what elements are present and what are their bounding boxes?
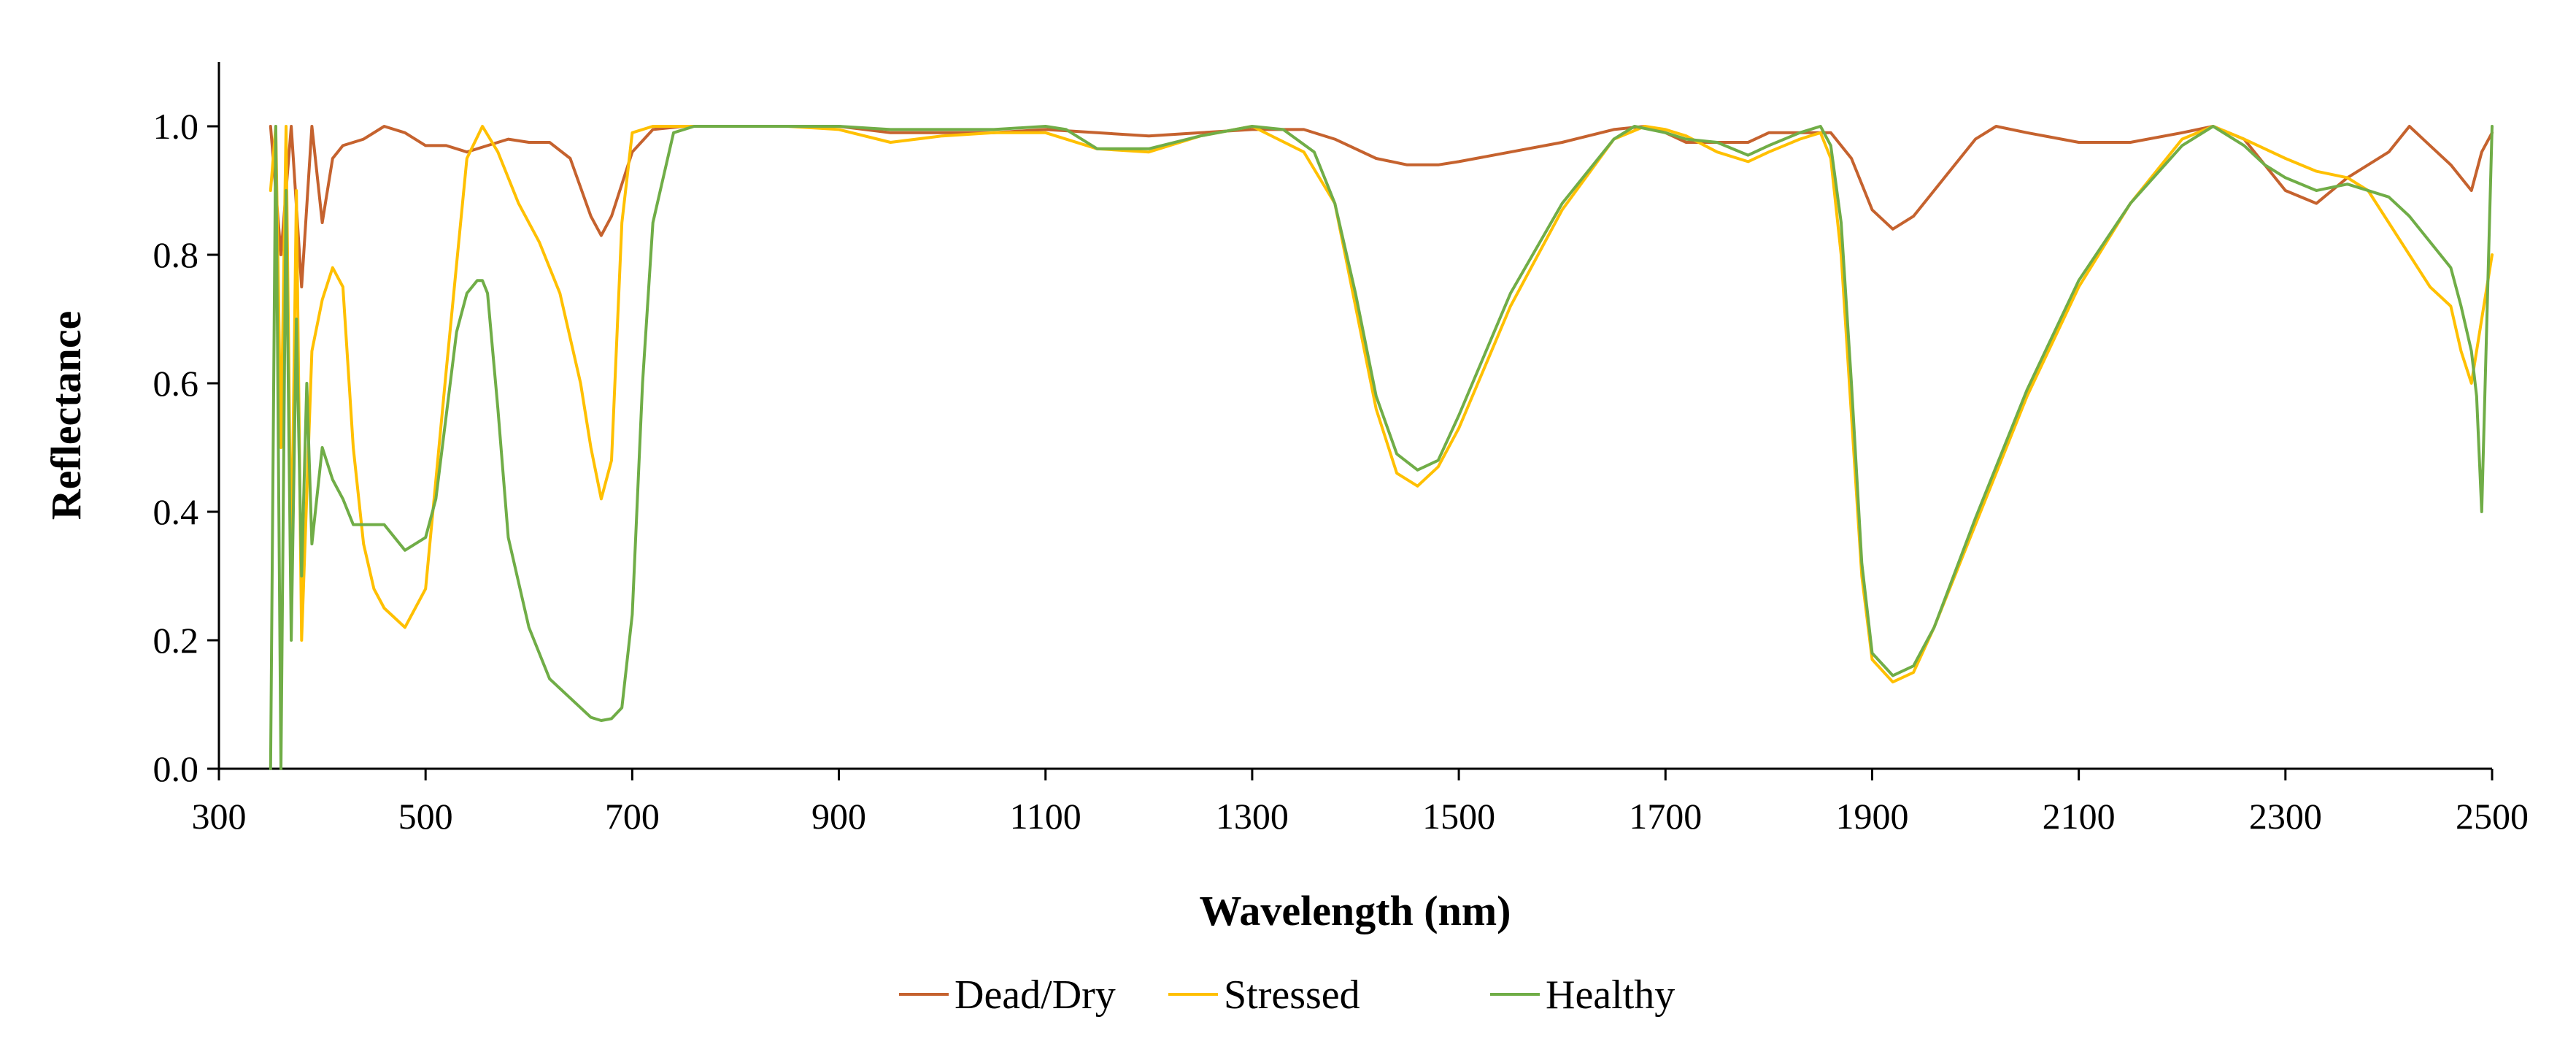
x-tick-label: 900	[811, 796, 866, 837]
y-tick-label: 0.4	[153, 491, 199, 532]
x-tick-label: 2500	[2456, 796, 2529, 837]
series-lines	[269, 125, 2494, 770]
legend-label: Dead/Dry	[955, 972, 1116, 1018]
y-axis-title: Reflectance	[42, 311, 90, 521]
x-tick-label: 300	[192, 796, 247, 837]
legend: Dead/Dry Stressed Healthy	[899, 972, 1675, 1018]
x-tick-label: 2100	[2043, 796, 2116, 837]
x-tick-label: 700	[605, 796, 660, 837]
x-tick-label: 1900	[1835, 796, 1908, 837]
x-tick-label: 500	[398, 796, 453, 837]
y-ticks: 0.0 0.2 0.4 0.6 0.8 1.0	[153, 106, 219, 789]
y-tick-label: 0.6	[153, 363, 199, 404]
series-line-dead-dry	[269, 125, 2494, 288]
y-tick-label: 1.0	[153, 106, 199, 147]
x-tick-label: 1100	[1010, 796, 1081, 837]
y-tick-label: 0.0	[153, 748, 199, 789]
series-line-stressed	[269, 125, 2494, 684]
y-tick-label: 0.2	[153, 620, 199, 661]
x-axis-title: Wavelength (nm)	[1200, 887, 1511, 934]
x-tick-label: 1300	[1216, 796, 1289, 837]
x-tick-label: 1500	[1422, 796, 1495, 837]
x-ticks: 300 500 700 900 1100 1300 1500 1700 1900 2100 2300…	[192, 769, 2529, 837]
x-tick-label: 1700	[1629, 796, 1702, 837]
legend-label: Healthy	[1546, 972, 1675, 1018]
y-tick-label: 0.8	[153, 234, 199, 275]
series-line-healthy	[269, 125, 2494, 770]
x-tick-label: 2300	[2249, 796, 2322, 837]
legend-label: Stressed	[1224, 972, 1360, 1018]
axes	[217, 62, 2492, 770]
